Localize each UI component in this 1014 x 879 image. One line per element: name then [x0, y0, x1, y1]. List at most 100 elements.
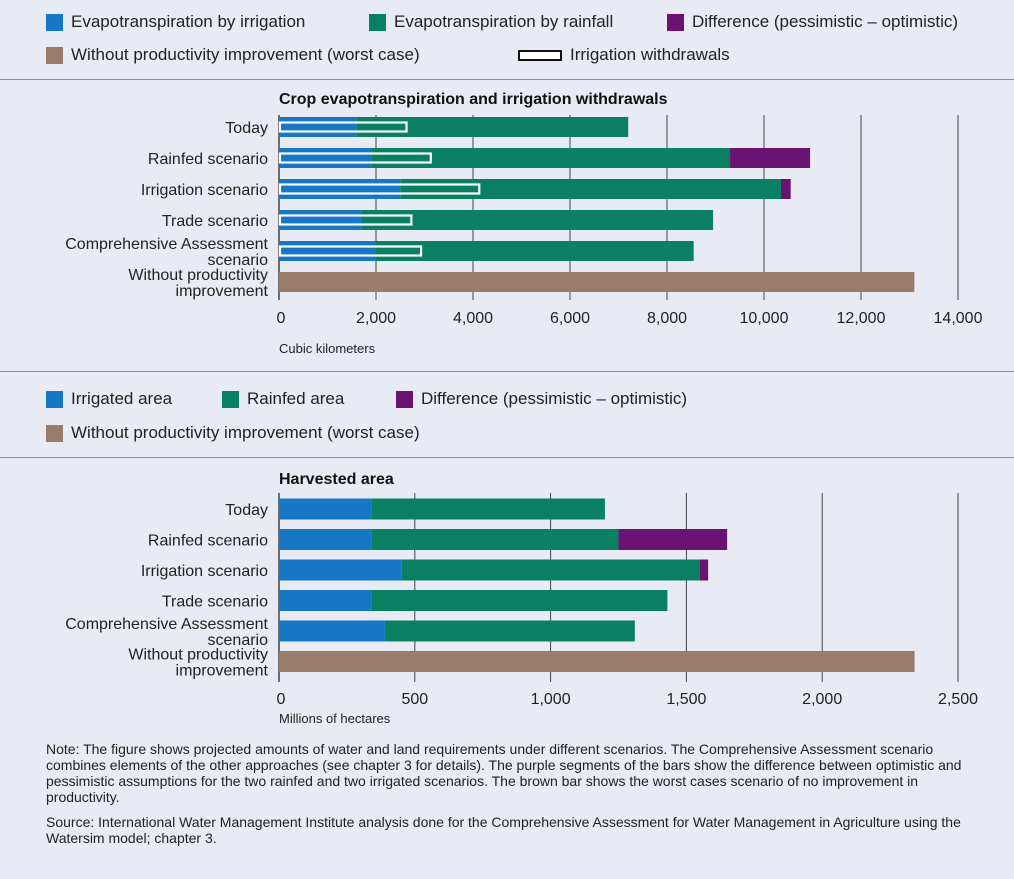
bar-segment [371, 498, 605, 520]
bar-segment [279, 272, 915, 292]
x-tick-label: 0 [277, 691, 286, 708]
figure-note: Note: The figure shows projected amounts… [46, 741, 976, 855]
category-label: Comprehensive Assessment [65, 236, 268, 253]
category-label: Without productivity [128, 267, 268, 284]
legend-label: Rainfed area [247, 389, 345, 408]
chart-title: Harvested area [279, 471, 394, 488]
legend1-item-rainfall: Evapotranspiration by rainfall [369, 12, 613, 32]
legend2-item-difference: Difference (pessimistic – optimistic) [396, 389, 687, 409]
category-label: Today [225, 502, 268, 519]
bar-segment [279, 241, 376, 261]
category-label: Irrigation scenario [141, 182, 268, 199]
bar-segment [279, 210, 362, 230]
bar-segment [371, 529, 619, 550]
divider [0, 457, 1014, 458]
x-axis-label: Cubic kilometers [279, 341, 376, 356]
x-tick-label: 2,000 [802, 691, 842, 708]
legend-swatch [222, 390, 239, 408]
bar-segment [279, 620, 385, 642]
category-label: Rainfed scenario [148, 151, 268, 168]
bar-segment [279, 148, 372, 168]
bar-segment [279, 179, 401, 199]
withdrawal-bar [278, 121, 408, 133]
bar-segment [279, 117, 357, 137]
legend2-item-rainfed: Rainfed area [222, 389, 344, 409]
bar-segment [279, 559, 402, 581]
chart-evapotranspiration: Crop evapotranspiration and irrigation w… [65, 91, 983, 356]
legend-label: Difference (pessimistic – optimistic) [692, 12, 959, 31]
divider [0, 79, 1014, 80]
bar-segment [356, 117, 629, 137]
x-tick-label: 10,000 [740, 310, 789, 327]
legend-label: Irrigated area [71, 389, 173, 408]
note-text: Note: The figure shows projected amounts… [46, 741, 962, 805]
legend-swatch-outline [518, 49, 562, 61]
category-label: Rainfed scenario [148, 533, 268, 550]
legend-label: Without productivity improvement (worst … [71, 45, 420, 64]
legend-label: Difference (pessimistic – optimistic) [421, 389, 688, 408]
withdrawal-bar [278, 245, 423, 257]
bar-segment [279, 590, 372, 611]
x-tick-label: 1,000 [531, 691, 571, 708]
x-tick-label: 14,000 [934, 310, 983, 327]
legend2-item-worst: Without productivity improvement (worst … [46, 423, 420, 443]
bar-segment [279, 529, 372, 550]
withdrawal-bar [278, 214, 413, 226]
legend-label: Evapotranspiration by irrigation [71, 12, 306, 31]
category-label: scenario [208, 632, 269, 649]
x-tick-label: 500 [401, 691, 428, 708]
legend-swatch [396, 390, 413, 408]
bar-segment [730, 148, 811, 168]
legend-swatch [46, 46, 63, 64]
bar-segment [618, 529, 728, 550]
legend-label: Irrigation withdrawals [570, 45, 730, 64]
legend-label: Evapotranspiration by rainfall [394, 12, 614, 31]
category-label: Trade scenario [162, 213, 268, 230]
category-label: Trade scenario [162, 594, 268, 611]
x-tick-label: 2,000 [356, 310, 396, 327]
legend-swatch [46, 390, 63, 408]
divider [0, 371, 1014, 372]
bar-segment [384, 620, 635, 642]
x-tick-label: 1,500 [666, 691, 706, 708]
category-label: improvement [176, 663, 269, 680]
bar-segment [400, 179, 781, 199]
x-tick-label: 2,500 [938, 691, 978, 708]
legend1-item-irrigation: Evapotranspiration by irrigation [46, 12, 305, 32]
bar-segment [401, 559, 700, 581]
legend-swatch [667, 13, 684, 31]
legend-label: Without productivity improvement (worst … [71, 423, 420, 442]
legend-swatch [46, 424, 63, 442]
category-label: Without productivity [128, 647, 268, 664]
category-label: Today [225, 120, 268, 137]
chart-harvested-area: Harvested area 0 500 1,000 1,500 2,000 2,500 Mi… [65, 471, 978, 726]
x-tick-label: 6,000 [550, 310, 590, 327]
withdrawal-bar [278, 152, 432, 164]
chart-title: Crop evapotranspiration and irrigation w… [279, 91, 668, 108]
bar-segment [699, 559, 709, 581]
source-text: Source: International Water Management I… [46, 814, 961, 846]
bar-segment [279, 498, 372, 520]
category-label: Irrigation scenario [141, 563, 268, 580]
legend-swatch [46, 13, 63, 31]
category-label: improvement [176, 283, 269, 300]
category-label: scenario [208, 252, 269, 269]
x-tick-label: 12,000 [837, 310, 886, 327]
legend1-item-difference: Difference (pessimistic – optimistic) [667, 12, 958, 32]
bar-segment [371, 148, 731, 168]
x-axis-label: Millions of hectares [279, 711, 391, 726]
x-tick-label: 8,000 [647, 310, 687, 327]
withdrawal-bar [278, 183, 481, 195]
category-label: Comprehensive Assessment [65, 616, 268, 633]
legend1-item-withdrawals: Irrigation withdrawals [518, 45, 730, 65]
legend2-item-irrigated: Irrigated area [46, 389, 172, 409]
bar-segment [780, 179, 791, 199]
bar-segment [279, 651, 915, 672]
bar-segment [376, 241, 694, 261]
bar-segment [371, 590, 668, 611]
x-tick-label: 0 [277, 310, 286, 327]
x-tick-label: 4,000 [453, 310, 493, 327]
bar-segment [361, 210, 714, 230]
legend1-item-worst: Without productivity improvement (worst … [46, 45, 420, 65]
